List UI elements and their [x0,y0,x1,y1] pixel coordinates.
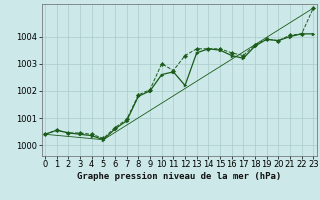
X-axis label: Graphe pression niveau de la mer (hPa): Graphe pression niveau de la mer (hPa) [77,172,281,181]
